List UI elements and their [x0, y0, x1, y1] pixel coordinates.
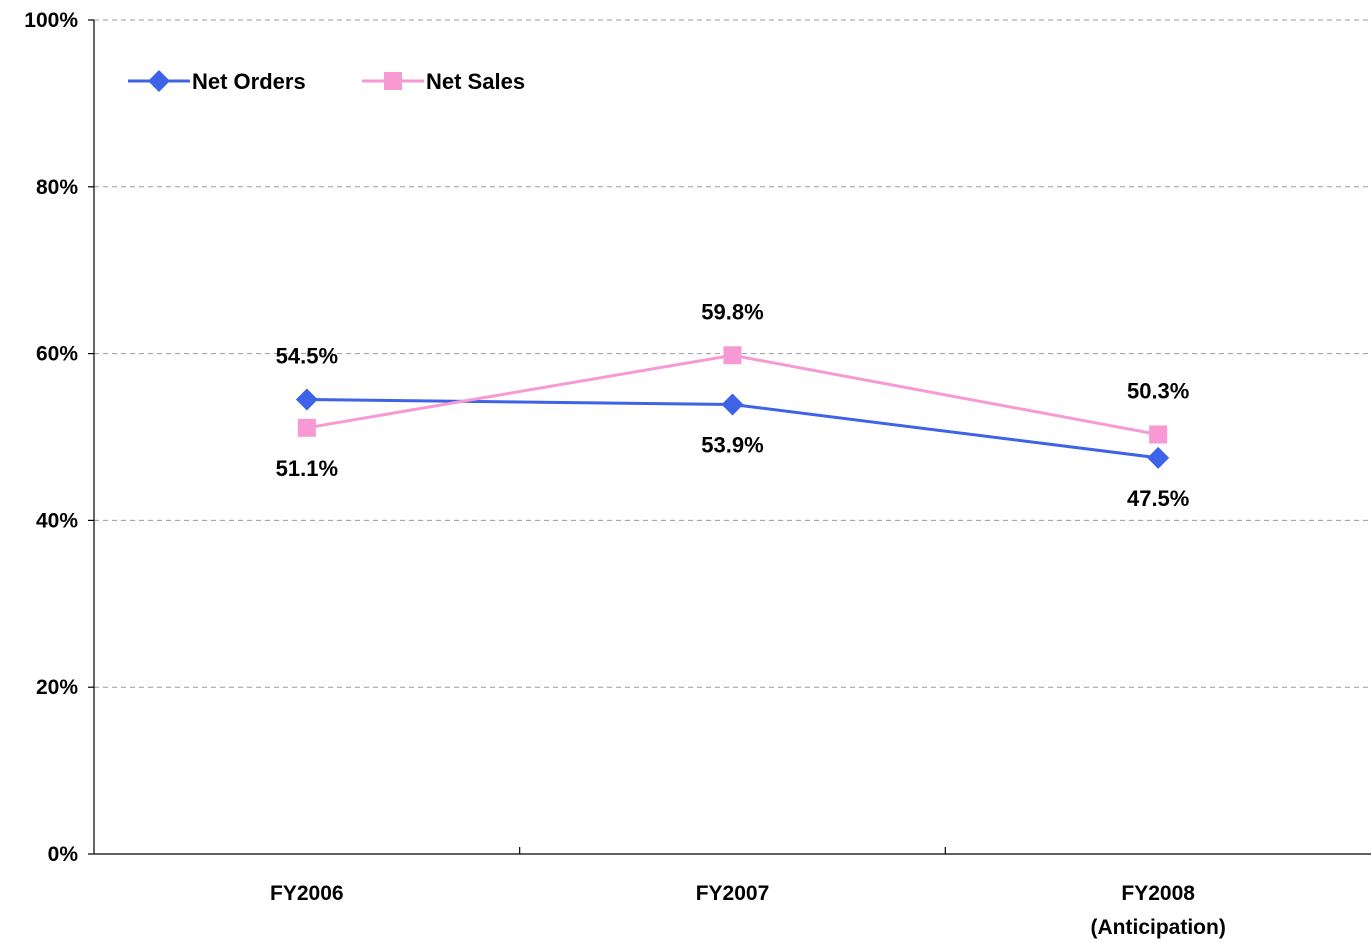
net-sales-point: [723, 346, 742, 365]
y-tick-label: 40%: [36, 509, 78, 532]
net-sales-data-label: 59.8%: [701, 299, 763, 324]
net-orders-data-label: 53.9%: [701, 432, 763, 457]
gridlines: [94, 19, 1371, 688]
net-orders-point: [721, 393, 744, 416]
legend-net-orders-marker: [148, 70, 170, 92]
y-tick-label: 100%: [24, 9, 78, 32]
x-axis-ticks: FY2006 FY2007 FY2008 (Anticipation): [270, 847, 1226, 939]
legend-net-sales-label: Net Sales: [426, 69, 525, 94]
y-tick-label: 60%: [36, 343, 78, 366]
net-sales-data-label: 50.3%: [1127, 378, 1189, 403]
legend: Net Orders Net Sales: [128, 69, 525, 94]
x-tick-label: FY2007: [696, 882, 770, 905]
legend-net-sales-marker: [384, 72, 402, 90]
legend-net-orders-label: Net Orders: [192, 69, 306, 94]
net-sales-point: [297, 418, 316, 437]
y-tick-label: 20%: [36, 676, 78, 699]
data-labels: 54.5% 53.9% 47.5% 51.1% 59.8% 50.3%: [276, 299, 1190, 511]
net-orders-data-label: 47.5%: [1127, 486, 1189, 511]
series: [295, 346, 1170, 469]
x-tick-label: FY2006: [270, 882, 344, 905]
x-tick-label: (Anticipation): [1091, 916, 1226, 939]
x-tick-label: FY2008: [1121, 882, 1195, 905]
net-orders-point: [1147, 446, 1170, 469]
y-tick-label: 80%: [36, 176, 78, 199]
y-tick-label: 0%: [48, 843, 79, 866]
y-axis-ticks: 0% 20% 40% 60% 80% 100%: [24, 9, 94, 866]
net-sales-point: [1149, 425, 1168, 444]
net-orders-point: [295, 388, 318, 411]
net-orders-data-label: 54.5%: [276, 343, 338, 368]
net-sales-data-label: 51.1%: [276, 456, 338, 481]
